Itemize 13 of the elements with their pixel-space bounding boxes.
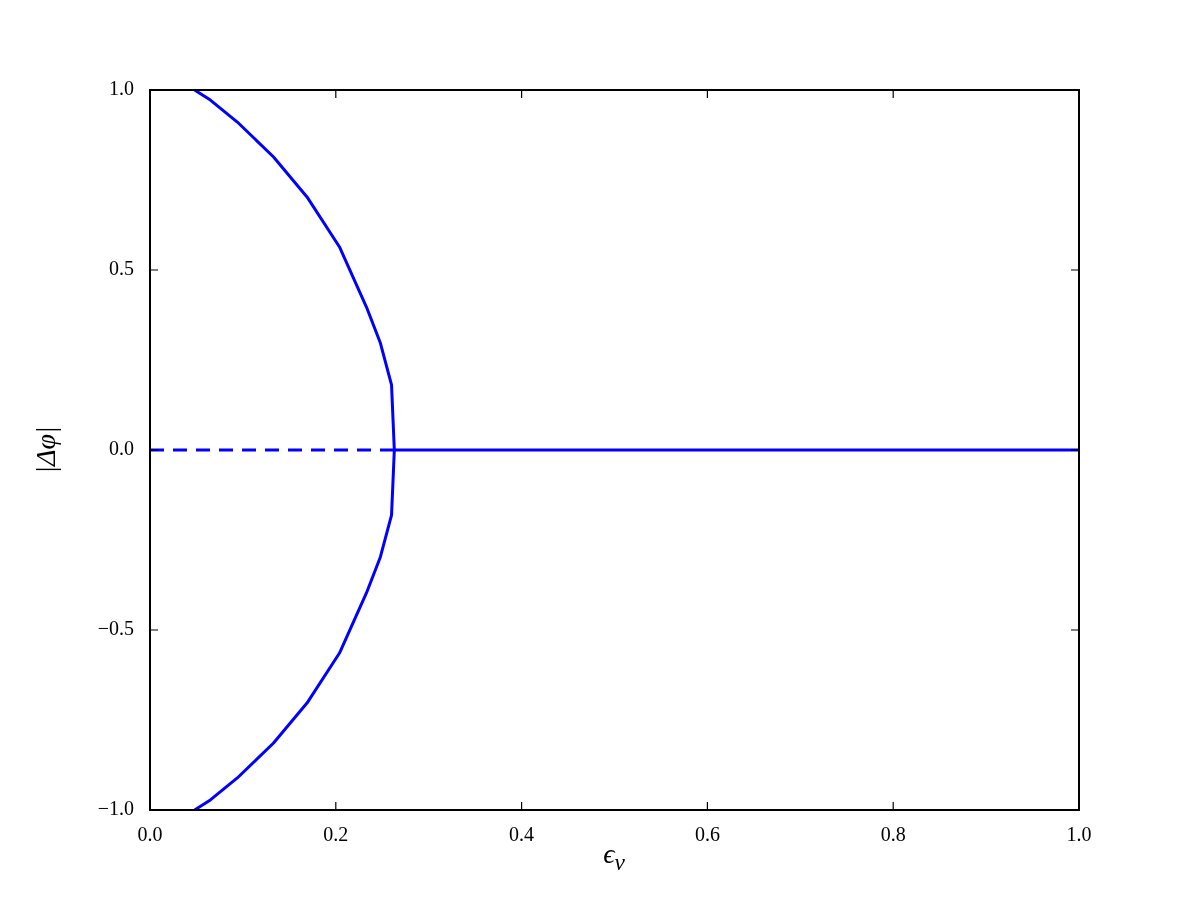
y-tick-label: 1.0: [109, 77, 134, 100]
x-tick-label: 0.6: [694, 823, 720, 846]
x-tick-label: 0.0: [137, 823, 163, 846]
x-axis-title: ϵ$_{v}$: [603, 838, 625, 876]
y-axis-title: |Δφ|: [30, 426, 62, 474]
x-tick-label: 0.2: [323, 823, 349, 846]
x-tick-label: 0.8: [880, 823, 906, 846]
x-tick-label: 1.0: [1066, 823, 1092, 846]
x-tick-label: 0.4: [509, 823, 535, 846]
y-tick-label: 0.0: [109, 437, 134, 460]
y-tick-label: −0.5: [97, 617, 134, 640]
y-tick-label: 0.5: [109, 257, 134, 280]
y-tick-label: −1.0: [97, 797, 134, 820]
